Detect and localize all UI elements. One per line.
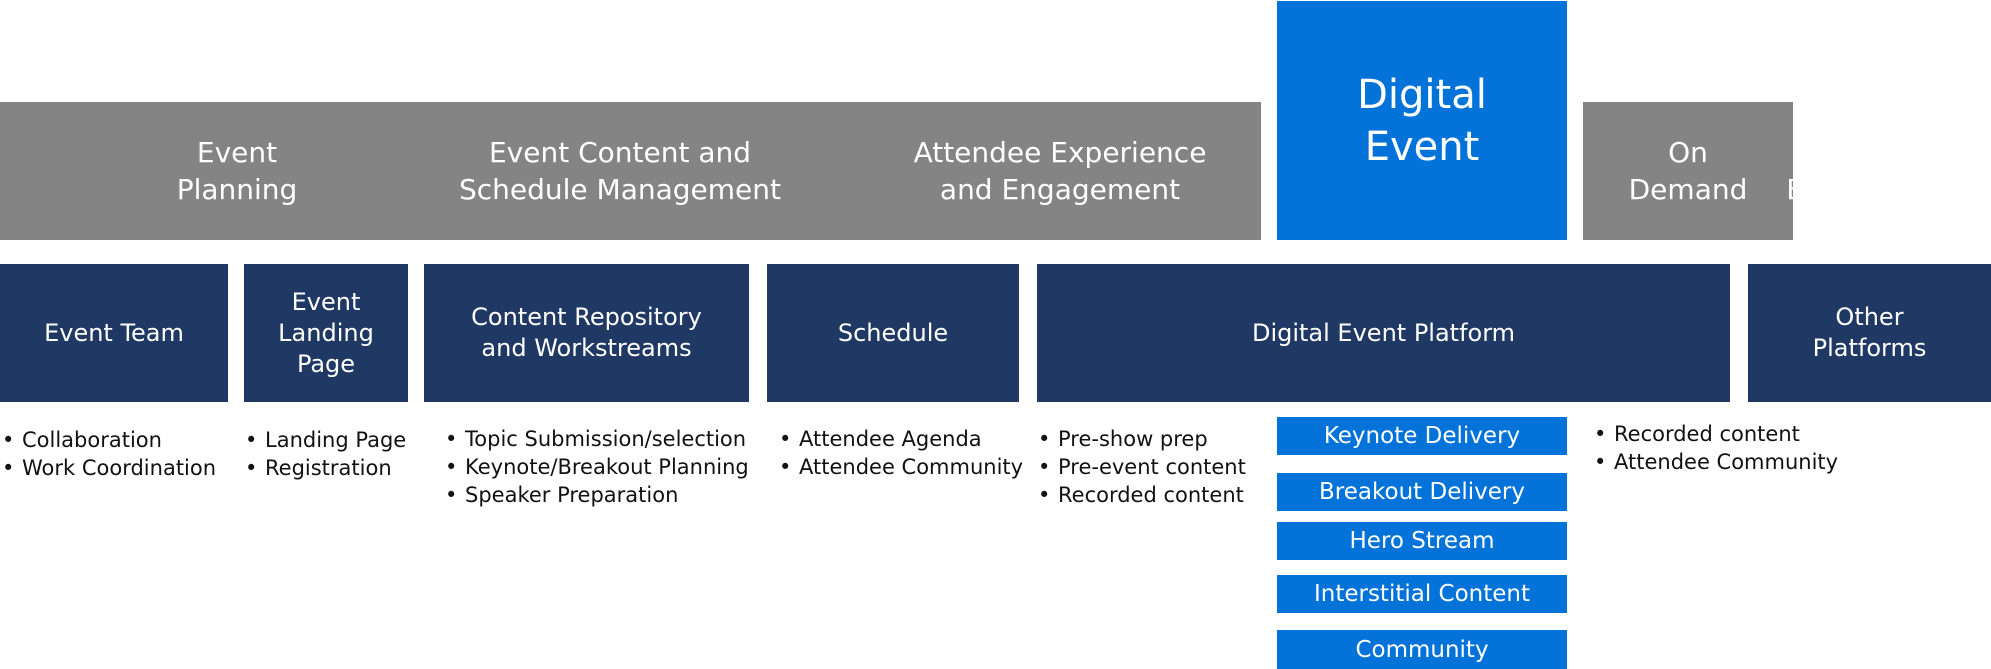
list-digital-event-platform: Pre-show prep Pre-event content Recorded… (1036, 425, 1246, 509)
list-item: Attendee Community (1592, 448, 1838, 476)
delivery-community: Community (1277, 630, 1567, 669)
list-item: Recorded content (1036, 481, 1246, 509)
category-digital-event-platform: Digital Event Platform (1037, 264, 1730, 402)
list-content-repository: Topic Submission/selection Keynote/Break… (443, 425, 749, 509)
list-item: Topic Submission/selection (443, 425, 749, 453)
list-item: Pre-show prep (1036, 425, 1246, 453)
list-item: Attendee Agenda (777, 425, 1023, 453)
phase-ongoing-engagement: Ongoing Engagement (1786, 136, 1965, 206)
category-content-repository: Content Repository and Workstreams (424, 264, 749, 402)
list-item: Attendee Community (777, 453, 1023, 481)
list-item: Collaboration (0, 426, 216, 454)
category-schedule: Schedule (767, 264, 1019, 402)
phase-event-planning: Event Planning (87, 102, 387, 240)
list-item: Recorded content (1592, 420, 1838, 448)
delivery-interstitial-content: Interstitial Content (1277, 575, 1567, 613)
list-item: Landing Page (243, 426, 406, 454)
list-item: Registration (243, 454, 406, 482)
list-other-platforms: Recorded content Attendee Community (1592, 420, 1838, 476)
phase-on-demand: On Demand (1583, 102, 1793, 240)
delivery-breakout: Breakout Delivery (1277, 473, 1567, 511)
list-item: Work Coordination (0, 454, 216, 482)
delivery-hero-stream: Hero Stream (1277, 522, 1567, 560)
delivery-keynote: Keynote Delivery (1277, 417, 1567, 455)
list-schedule: Attendee Agenda Attendee Community (777, 425, 1023, 481)
category-other-platforms: Other Platforms (1748, 264, 1991, 402)
phase-content-schedule: Event Content and Schedule Management (445, 102, 795, 240)
category-event-team: Event Team (0, 264, 228, 402)
list-item: Pre-event content (1036, 453, 1246, 481)
category-landing-page: Event Landing Page (244, 264, 408, 402)
phase-attendee-experience: Attendee Experience and Engagement (890, 102, 1230, 240)
list-event-team: Collaboration Work Coordination (0, 426, 216, 482)
list-landing-page: Landing Page Registration (243, 426, 406, 482)
list-item: Speaker Preparation (443, 481, 749, 509)
phase-digital-event: Digital Event (1277, 1, 1567, 240)
list-item: Keynote/Breakout Planning (443, 453, 749, 481)
